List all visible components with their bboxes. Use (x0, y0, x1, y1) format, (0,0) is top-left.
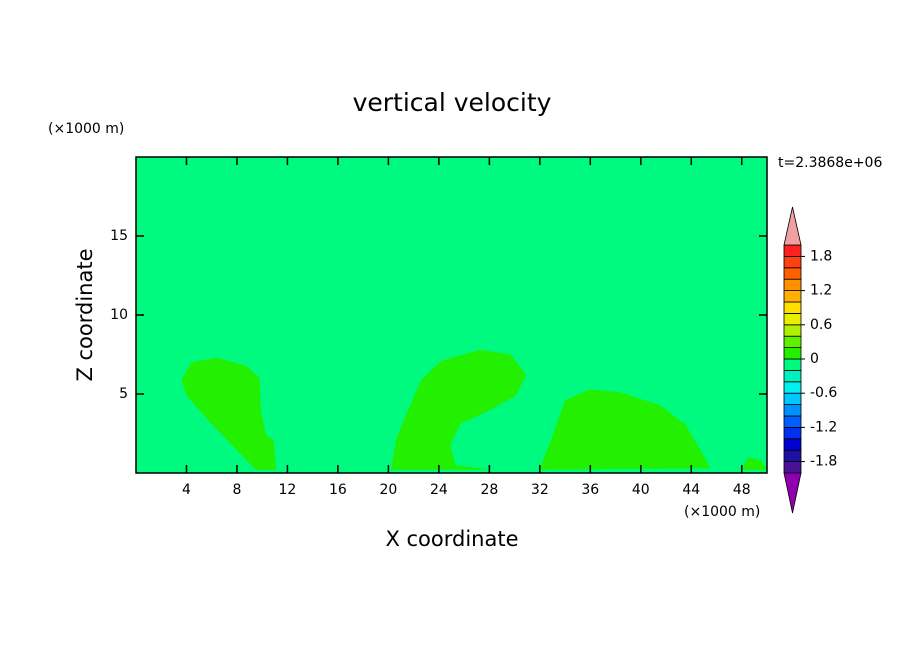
x-tick-label: 4 (182, 482, 191, 498)
colorbar-box (783, 267, 802, 280)
colorbar-box (783, 404, 802, 417)
colorbar-tick-label: 1.2 (810, 283, 832, 299)
x-tick-label: 32 (531, 482, 549, 498)
colorbar-box (783, 278, 802, 292)
colorbar-box (783, 312, 802, 326)
colorbar-box (783, 335, 802, 349)
colorbar-box (783, 369, 802, 383)
y-tick-label: 5 (119, 386, 128, 402)
x-tick-label: 24 (430, 482, 448, 498)
colorbar-box (783, 301, 802, 314)
contour-region (181, 357, 277, 470)
x-tick-label: 12 (279, 482, 297, 498)
x-tick-label: 36 (581, 482, 599, 498)
colorbar-low-arrow (783, 472, 802, 514)
x-tick-label: 16 (329, 482, 347, 498)
colorbar-tick-label: -1.2 (810, 419, 837, 435)
colorbar-box (783, 381, 802, 394)
x-unit: (×1000 m) (684, 504, 760, 520)
colorbar-box (783, 461, 802, 474)
x-tick-label: 28 (480, 482, 498, 498)
x-tick-label: 48 (733, 482, 751, 498)
y-tick-label: 10 (110, 307, 128, 323)
colorbar-box (783, 426, 802, 440)
colorbar-high-arrow (783, 206, 802, 246)
x-tick-label: 20 (379, 482, 397, 498)
colorbar-tick-label: -1.8 (810, 454, 837, 470)
colorbar-tick-label: 0 (810, 351, 819, 367)
colorbar-box (783, 255, 802, 269)
y-tick-label: 15 (110, 228, 128, 244)
colorbar-tick-label: 1.8 (810, 248, 832, 264)
colorbar-box (783, 392, 802, 406)
colorbar-tick-label: 0.6 (810, 317, 832, 333)
x-tick-label: 8 (232, 482, 241, 498)
y-unit: (×1000 m) (48, 121, 124, 137)
x-axis-label: X coordinate (385, 527, 518, 551)
colorbar-box (783, 438, 802, 451)
time-label: t=2.3868e+06 (778, 155, 882, 171)
contour-region (541, 389, 711, 470)
x-tick-label: 44 (682, 482, 700, 498)
colorbar-box (783, 324, 802, 337)
colorbar-box (783, 290, 802, 303)
x-tick-label: 40 (632, 482, 650, 498)
colorbar-box (783, 358, 802, 371)
colorbar-box (783, 347, 802, 360)
y-axis-label: Z coordinate (73, 248, 97, 381)
colorbar-box (783, 449, 802, 463)
colorbar-tick-label: -0.6 (810, 385, 837, 401)
colorbar-box (783, 415, 802, 428)
contour-region (390, 349, 526, 470)
chart-title: vertical velocity (353, 88, 552, 117)
contour-region (741, 457, 767, 470)
colorbar-box (783, 244, 802, 257)
